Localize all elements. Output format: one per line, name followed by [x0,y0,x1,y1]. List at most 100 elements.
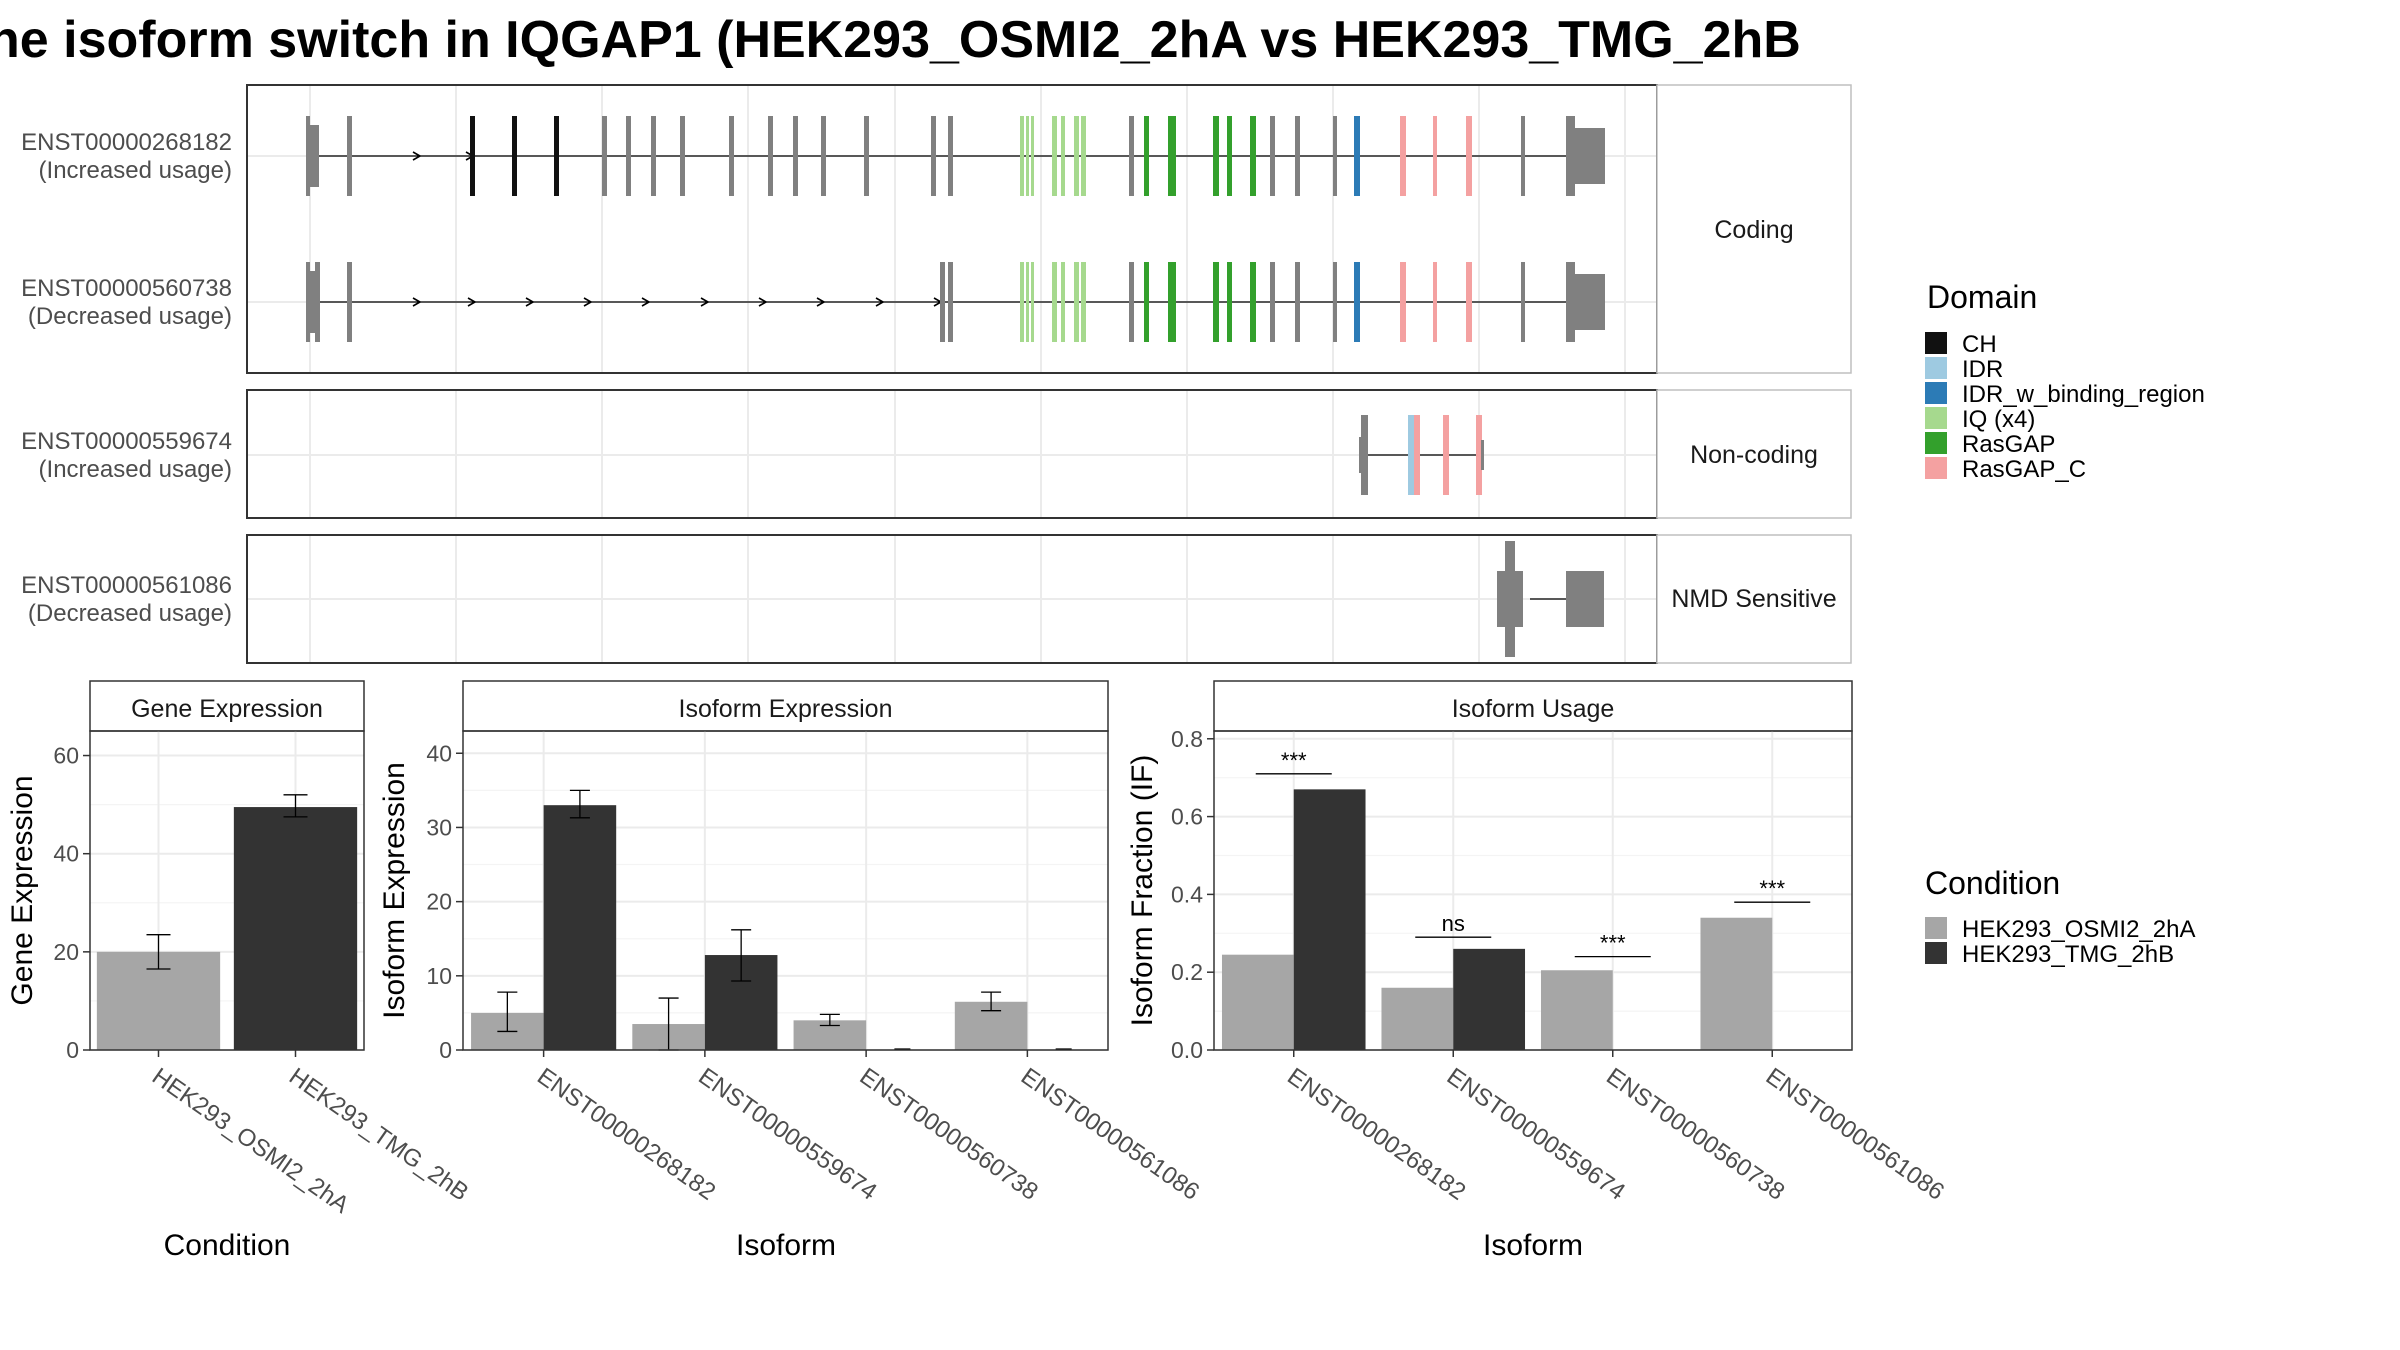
exon [821,116,826,196]
exon [729,116,734,196]
x-tick-label: ENST00000559674 [693,1063,881,1206]
legend-swatch [1925,407,1947,429]
y-tick-label: 20 [426,889,452,915]
transcript-label: ENST00000268182(Increased usage) [21,129,232,184]
utr-exon [1575,128,1605,184]
bar [1381,987,1454,1050]
utr-exon [310,125,319,187]
exon [1521,116,1525,196]
figure-title: ne isoform switch in IQGAP1 (HEK293_OSMI… [0,11,1801,69]
facet-strip [1656,84,1852,374]
strand-arrow [583,297,593,307]
transcript-id: ENST00000561086 [21,572,232,599]
y-tick-label: 20 [53,939,79,965]
transcript-usage: (Decreased usage) [28,303,232,330]
exon [1481,440,1484,470]
transcript-label: ENST00000561086(Decreased usage) [21,572,232,627]
panel-border [1213,730,1853,1051]
x-tick-label: ENST00000561086 [1016,1063,1204,1206]
y-tick-label: 0 [439,1037,452,1063]
chart-panel-1: Isoform Expression 0 10 20 30 40 ENST000002681… [378,680,1204,1262]
panel-strip [1213,680,1853,732]
exon [1020,262,1024,342]
y-tick-label: 0.0 [1171,1037,1203,1063]
bar [233,807,358,1050]
transcript-id: ENST00000268182 [21,129,232,156]
exon [1443,415,1449,495]
exon [1129,262,1134,342]
strand-arrow [875,297,885,307]
exon [1052,116,1057,196]
exon [1400,116,1406,196]
y-tick-label: 0.4 [1171,881,1203,907]
exon [470,116,475,196]
exon [1521,262,1525,342]
facet-strip-label: Non-coding [1690,441,1818,469]
legend-swatch [1925,332,1947,354]
transcript-usage: (Increased usage) [39,456,232,483]
x-axis-title: Condition [164,1229,291,1262]
y-tick-label: 60 [53,743,79,769]
strand-arrow [412,297,422,307]
strand-arrow [816,297,826,307]
exon [1081,262,1086,342]
y-axis-title: Isoform Fraction (IF) [1126,755,1159,1027]
exon [347,262,352,342]
structure-facet-1: Non-coding ENST00000559674(Increased usag… [21,389,1852,519]
y-tick-label: 40 [426,740,452,766]
facet-strip-label: NMD Sensitive [1671,585,1836,613]
legend-swatch [1925,432,1947,454]
legend-label: HEK293_TMG_2hB [1962,941,2174,968]
transcript-id: ENST00000560738 [21,275,232,302]
bar [1700,917,1773,1050]
legend-swatch [1925,942,1947,964]
legend-label: CH [1962,331,1997,358]
exon [931,116,936,196]
strand-arrow [412,151,422,161]
exon [1227,262,1232,342]
y-tick-label: 10 [426,963,452,989]
transcript-usage: (Increased usage) [39,157,232,184]
exon [651,116,656,196]
significance-label: *** [1600,931,1626,956]
x-axis-title: Isoform [736,1229,836,1262]
y-tick-label: 0 [66,1037,79,1063]
exon [512,116,517,196]
exon [1129,116,1134,196]
exon [948,116,953,196]
exon [1414,415,1420,495]
exon [1061,262,1065,342]
y-tick-label: 40 [53,841,79,867]
exon [554,116,559,196]
exon [1031,116,1034,196]
y-tick-label: 30 [426,814,452,840]
facet-strip [1656,389,1852,519]
exon [1497,571,1523,627]
exon [1052,262,1057,342]
legend-label: RasGAP_C [1962,456,2086,483]
exon [1213,262,1219,342]
exon [1295,262,1300,342]
legend-title: Condition [1925,865,2060,901]
legend-label: HEK293_OSMI2_2hA [1962,916,2195,943]
bar [1540,970,1613,1050]
x-tick-label: ENST00000268182 [532,1063,720,1206]
exon [1227,116,1232,196]
exon [940,262,945,342]
panel-border [462,730,1109,1051]
bar [543,805,617,1050]
exon [680,116,685,196]
chart-panel-2: Isoform Usage***ns******0.00.20.40.60.8E… [1126,680,1949,1262]
bar [1293,789,1366,1050]
y-axis-title: Gene Expression [6,775,39,1005]
utr-exon [1566,571,1604,627]
exon [1333,262,1337,342]
exon [1144,262,1149,342]
structure-facet-2: NMD Sensitive ENST00000561086(Decreased u… [21,534,1852,664]
exon [1144,116,1149,196]
panel-title: Gene Expression [131,695,323,723]
exon [1433,116,1437,196]
exon [1061,116,1065,196]
exon [315,262,320,342]
